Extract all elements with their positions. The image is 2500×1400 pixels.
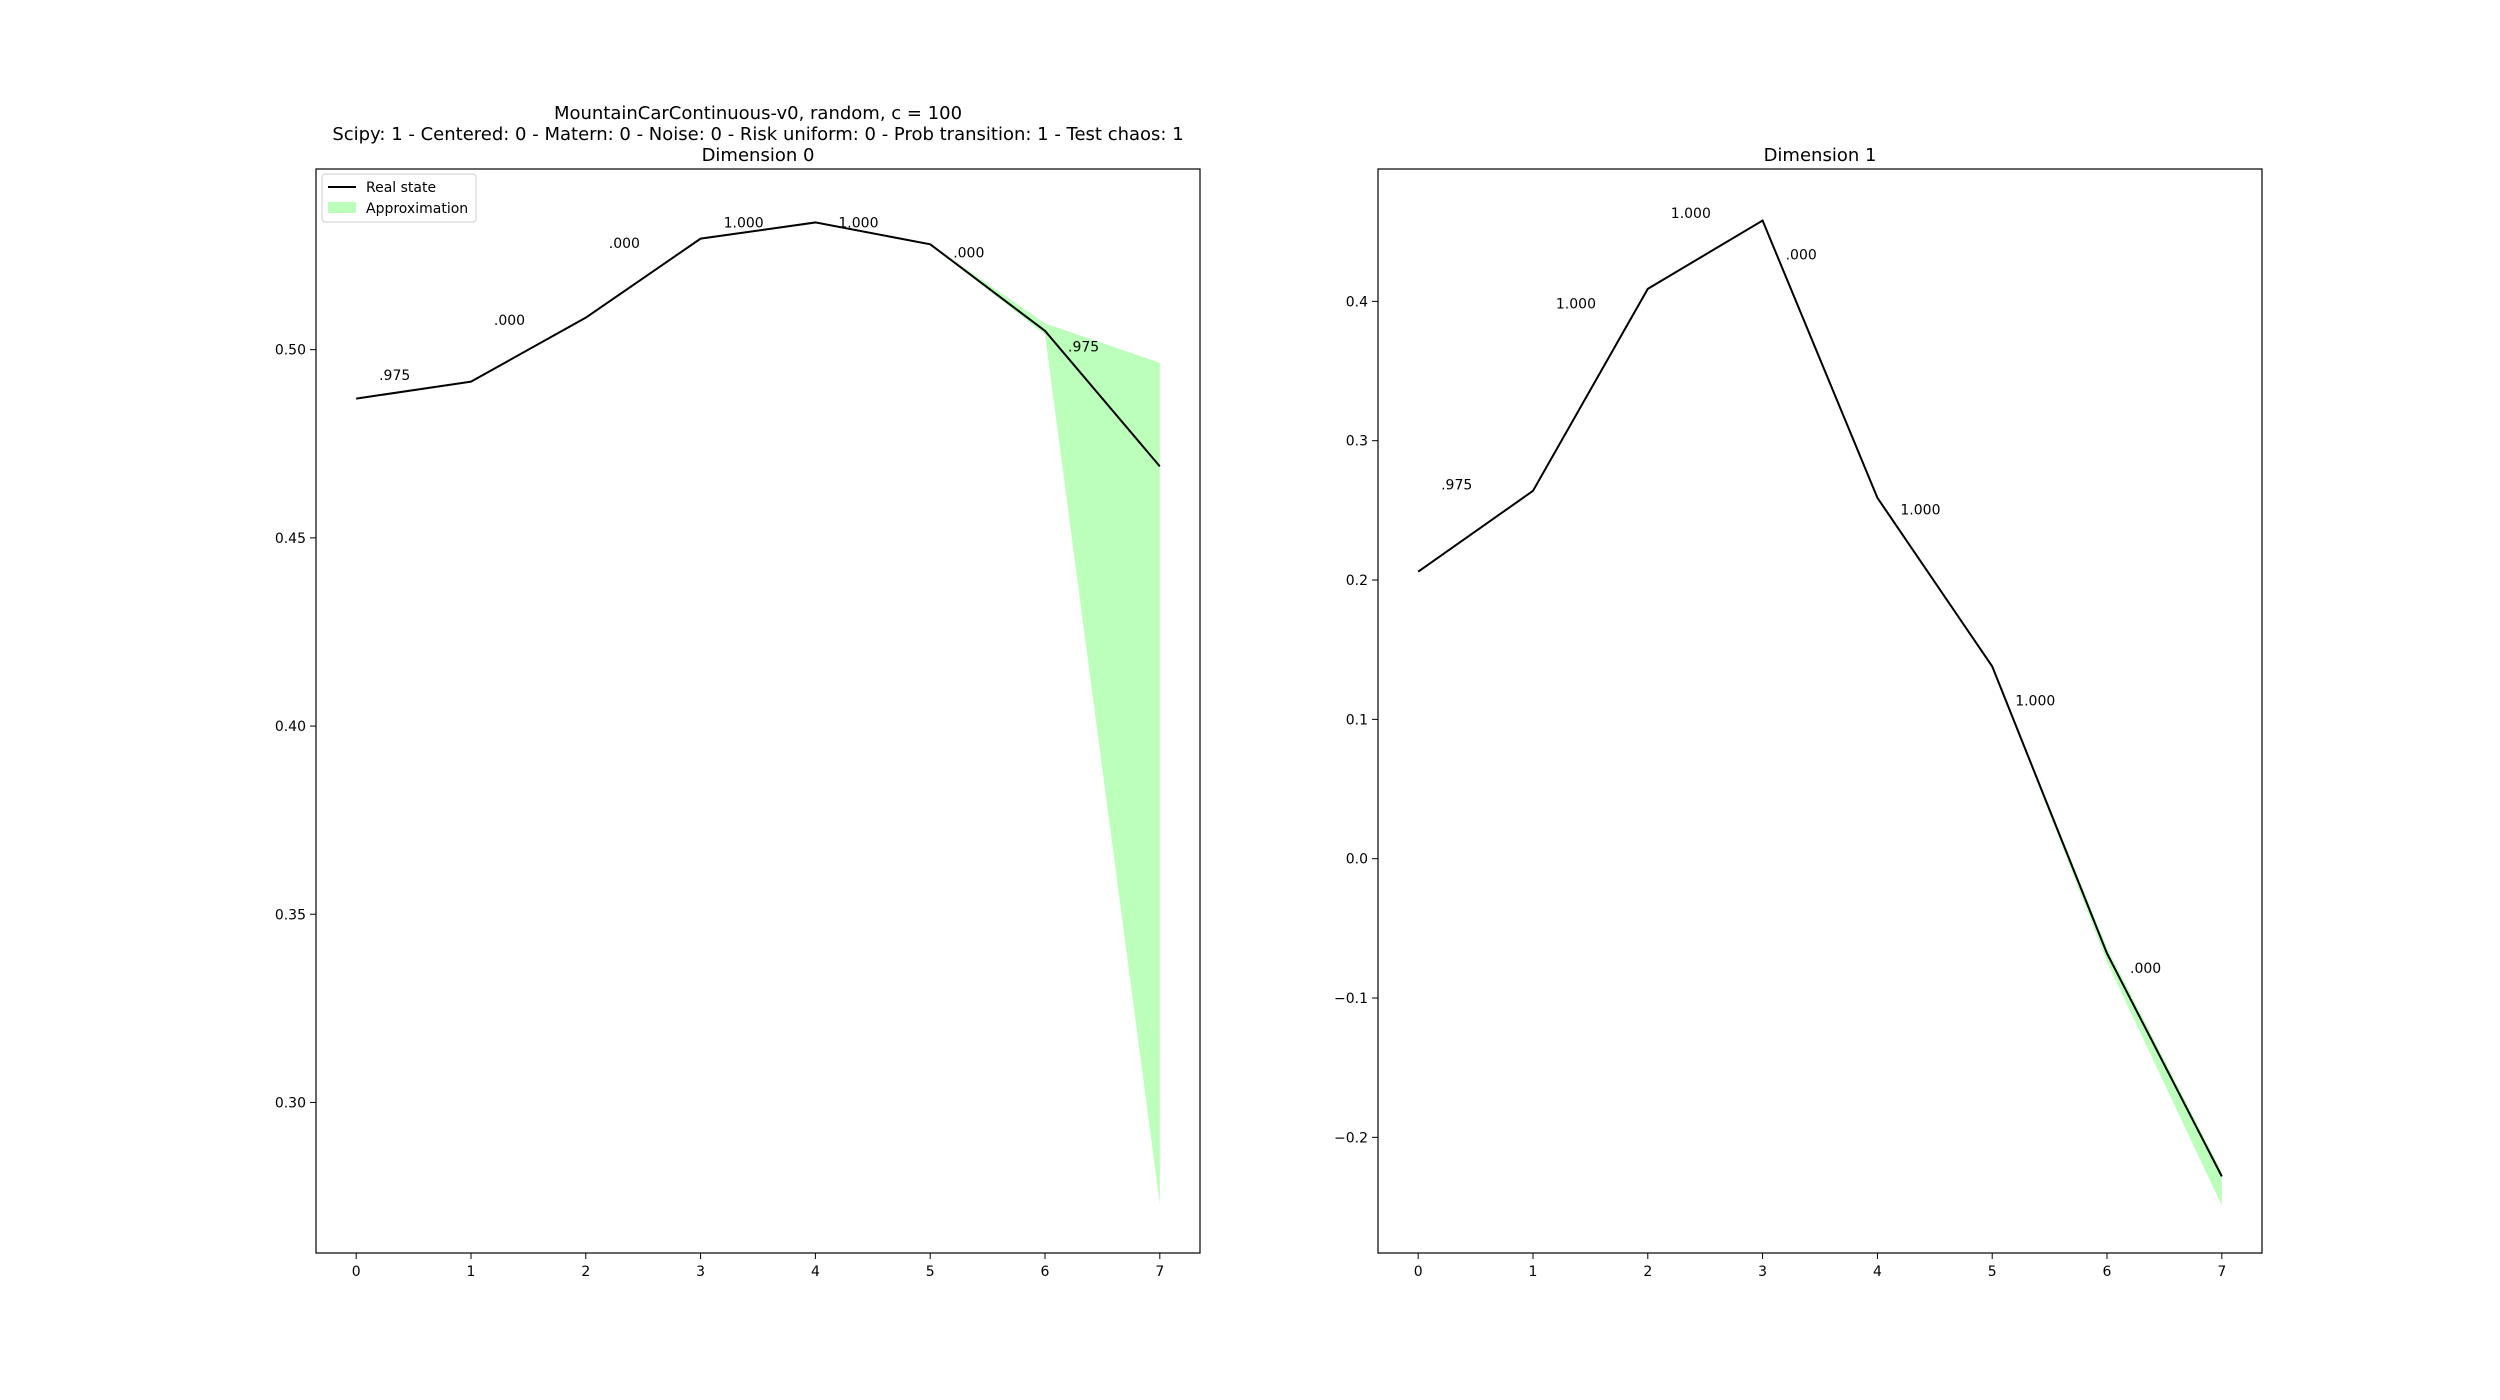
- data-annotation: .975: [1068, 340, 1099, 356]
- legend-frame: [321, 173, 477, 223]
- x-tick-label: 7: [1155, 1264, 1164, 1280]
- y-tick-label: −0.2: [1334, 1130, 1368, 1146]
- plot-frame: [1377, 168, 2263, 1254]
- data-annotation: .000: [1786, 248, 1817, 264]
- x-tick-label: 4: [1873, 1264, 1882, 1280]
- data-annotation: .000: [2130, 961, 2161, 977]
- data-annotation: .975: [379, 368, 410, 384]
- data-annotation: .000: [953, 246, 984, 262]
- x-tick-label: 1: [467, 1264, 476, 1280]
- x-tick-label: 0: [1414, 1264, 1423, 1280]
- approximation-band: [356, 222, 1160, 1205]
- x-tick-label: 2: [581, 1264, 590, 1280]
- y-tick-label: 0.40: [275, 719, 306, 735]
- x-tick-label: 2: [1643, 1264, 1652, 1280]
- chart-title: Dimension 0: [702, 145, 815, 166]
- y-tick-label: 0.3: [1346, 434, 1368, 450]
- figure-suptitle-line1: MountainCarContinuous-v0, random, c = 10…: [554, 103, 962, 124]
- x-tick-label: 0: [352, 1264, 361, 1280]
- plot-frame: [315, 168, 1201, 1254]
- real-state-line: [1417, 219, 2223, 1177]
- legend-label-approximation: Approximation: [366, 201, 468, 217]
- data-annotation: 1.000: [1671, 206, 1711, 222]
- y-tick-label: 0.30: [275, 1095, 306, 1111]
- chart-title: Dimension 1: [1764, 145, 1877, 166]
- x-tick-label: 6: [1041, 1264, 1050, 1280]
- data-annotation: 1.000: [838, 215, 878, 231]
- legend-label-real-state: Real state: [366, 180, 436, 196]
- y-tick-label: 0.0: [1346, 852, 1368, 868]
- x-tick-label: 3: [1758, 1264, 1767, 1280]
- y-tick-label: 0.1: [1346, 712, 1368, 728]
- data-annotation: .000: [494, 313, 525, 329]
- x-tick-label: 5: [1988, 1264, 1997, 1280]
- data-annotation: .975: [1441, 478, 1472, 494]
- legend: Real state Approximation: [321, 173, 477, 223]
- y-tick-label: 0.50: [275, 343, 306, 359]
- y-tick-label: 0.2: [1346, 573, 1368, 589]
- x-tick-label: 5: [926, 1264, 935, 1280]
- real-state-line: [356, 221, 1161, 467]
- figure-suptitle-line2: Scipy: 1 - Centered: 0 - Matern: 0 - Noi…: [332, 124, 1183, 145]
- chart-panel-dimension-0: Dimension 0 .975 .000 .000 1.000 1.000 .000 .9…: [275, 145, 1201, 1280]
- data-annotation: .000: [609, 236, 640, 252]
- legend-band-swatch: [328, 202, 356, 213]
- data-annotation: 1.000: [1556, 296, 1596, 312]
- y-tick-label: −0.1: [1334, 991, 1368, 1007]
- y-tick-label: 0.35: [275, 907, 306, 923]
- data-annotation: 1.000: [724, 215, 764, 231]
- y-tick-label: 0.45: [275, 531, 306, 547]
- chart-panel-dimension-1: Dimension 1 .9751.0001.000.0001.0001.000…: [1334, 145, 2263, 1280]
- x-tick-label: 4: [811, 1264, 820, 1280]
- x-tick-label: 6: [2103, 1264, 2112, 1280]
- data-annotation: 1.000: [2015, 693, 2055, 709]
- approximation-band: [1418, 220, 2222, 1206]
- y-tick-label: 0.4: [1346, 294, 1368, 310]
- data-annotation: 1.000: [1900, 503, 1940, 519]
- x-tick-label: 1: [1529, 1264, 1538, 1280]
- x-tick-label: 7: [2217, 1264, 2226, 1280]
- x-tick-label: 3: [696, 1264, 705, 1280]
